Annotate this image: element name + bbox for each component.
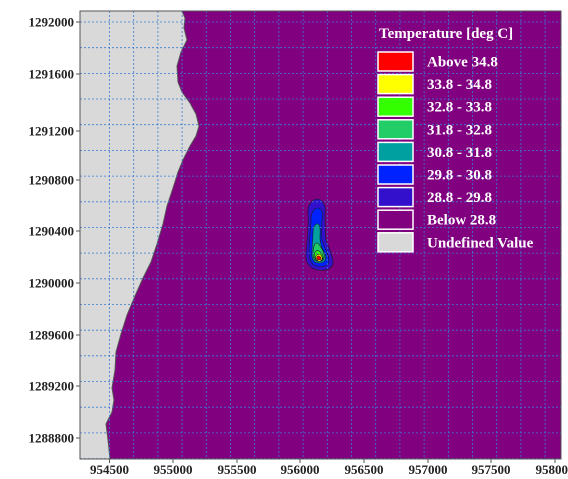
legend-label: 29.8 - 30.8 bbox=[427, 168, 492, 184]
legend-title: Temperature [deg C] bbox=[379, 26, 513, 42]
y-tick-label: 1289600 bbox=[29, 328, 75, 343]
y-tick-label: 1291600 bbox=[29, 67, 75, 82]
x-axis: 954500 955000 955500 956000 956500 957000 9575… bbox=[90, 459, 568, 477]
legend-label: Undefined Value bbox=[427, 235, 534, 251]
x-tick-label: 957000 bbox=[409, 462, 448, 477]
x-tick-label: 956500 bbox=[345, 462, 384, 477]
legend-swatch bbox=[377, 51, 414, 72]
y-tick-label: 1288800 bbox=[29, 431, 75, 446]
legend-label: 33.8 - 34.8 bbox=[427, 77, 492, 93]
legend-label: 28.8 - 29.8 bbox=[427, 190, 492, 206]
x-tick-label: 954500 bbox=[90, 462, 129, 477]
legend-swatch bbox=[377, 209, 414, 230]
legend-swatch bbox=[377, 232, 414, 253]
y-tick-label: 1290400 bbox=[29, 224, 75, 239]
legend-swatch bbox=[377, 164, 414, 185]
x-tick-label: 957500 bbox=[472, 462, 511, 477]
temperature-legend: Temperature [deg C] Above 34.8 33.8 - 34.… bbox=[377, 26, 534, 253]
y-tick-label: 1290800 bbox=[29, 173, 75, 188]
legend-label: Below 28.8 bbox=[427, 213, 496, 229]
plume-zone-above-34-8 bbox=[316, 255, 322, 261]
x-tick-label: 955000 bbox=[154, 462, 193, 477]
legend-label: 32.8 - 33.8 bbox=[427, 100, 492, 116]
legend-label: 31.8 - 32.8 bbox=[427, 122, 492, 138]
legend-label: Above 34.8 bbox=[427, 55, 498, 71]
grid-horizontal-lines bbox=[80, 21, 561, 459]
legend-swatch bbox=[377, 119, 414, 140]
y-tick-label: 1291200 bbox=[29, 124, 75, 139]
y-tick-label: 1292000 bbox=[29, 15, 75, 30]
x-tick-label: 958000 bbox=[536, 462, 568, 477]
legend-swatch bbox=[377, 73, 414, 95]
thermal-plume bbox=[305, 198, 334, 271]
y-tick-label: 1290000 bbox=[29, 276, 75, 291]
y-tick-label: 1289200 bbox=[29, 379, 75, 394]
x-tick-label: 955500 bbox=[218, 462, 257, 477]
grid-vertical-lines bbox=[109, 11, 546, 459]
legend-swatch bbox=[377, 186, 414, 208]
x-tick-label: 956000 bbox=[281, 462, 320, 477]
legend-swatch bbox=[377, 141, 414, 163]
plot-frame bbox=[79, 10, 562, 460]
legend-label: 30.8 - 31.8 bbox=[427, 145, 492, 161]
legend-swatch bbox=[377, 96, 414, 117]
y-axis: 1292000 1291600 1291200 1290800 1290400 12900… bbox=[29, 15, 80, 446]
